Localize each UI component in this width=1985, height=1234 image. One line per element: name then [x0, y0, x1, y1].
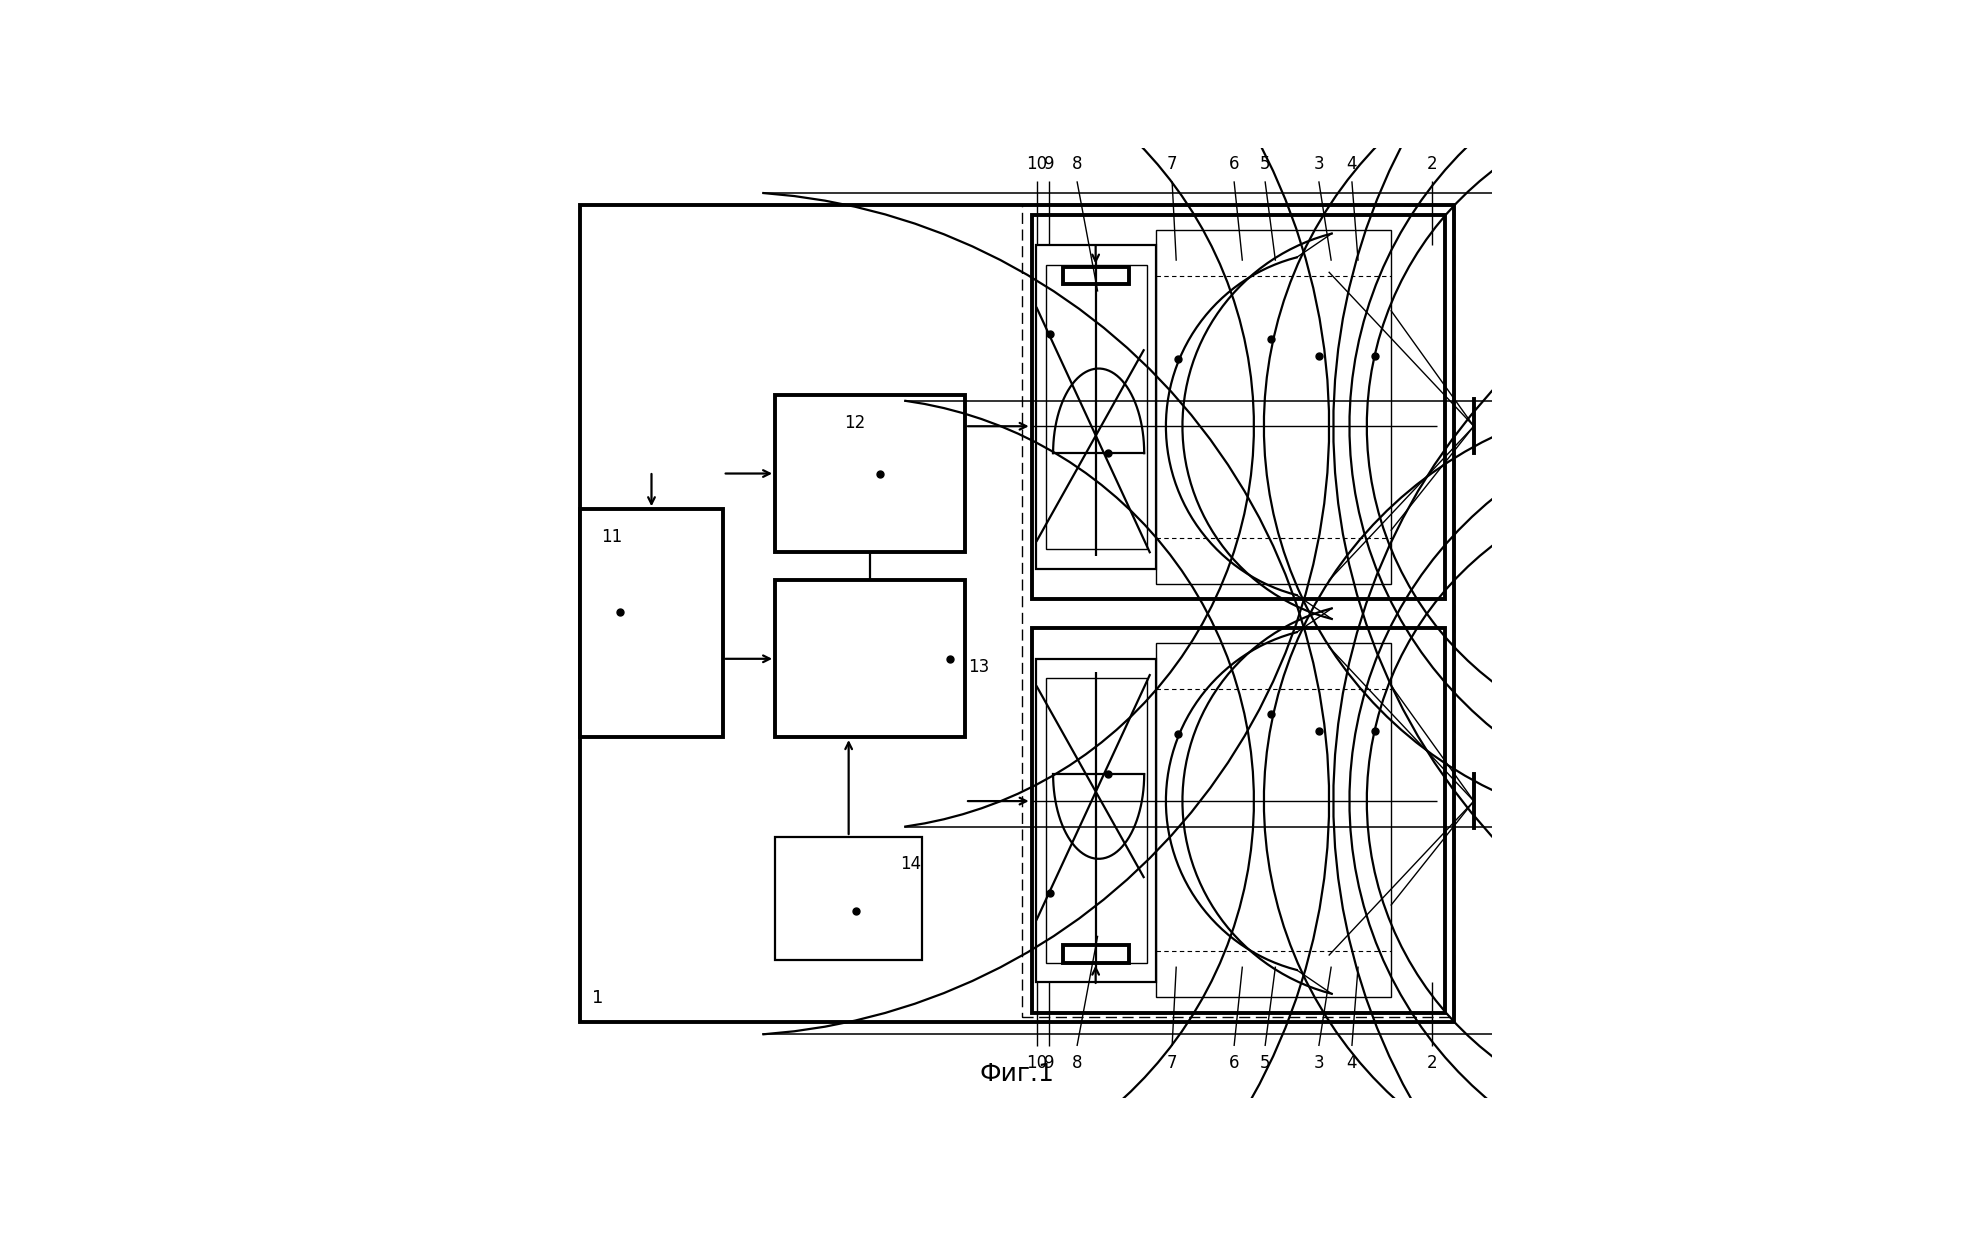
Text: 8: 8: [1072, 1054, 1082, 1072]
Bar: [1046, 679, 1147, 963]
Text: 2: 2: [1427, 155, 1437, 173]
Text: 6: 6: [1229, 1054, 1239, 1072]
Text: 14: 14: [899, 855, 921, 874]
Bar: [774, 395, 965, 552]
Bar: [1032, 628, 1445, 1013]
Bar: [1032, 215, 1445, 600]
Bar: [1155, 230, 1391, 584]
Text: 7: 7: [1167, 155, 1177, 173]
Text: 10: 10: [1026, 155, 1048, 173]
Text: Фиг.1: Фиг.1: [981, 1061, 1054, 1086]
Text: 2: 2: [1427, 1054, 1437, 1072]
Bar: [1036, 246, 1155, 569]
Text: 10: 10: [1026, 1054, 1048, 1072]
Bar: [1062, 267, 1129, 284]
Bar: [1062, 945, 1129, 963]
Bar: [774, 580, 965, 737]
Text: 9: 9: [1044, 1054, 1054, 1072]
Text: 4: 4: [1346, 1054, 1358, 1072]
Text: 4: 4: [1346, 155, 1358, 173]
Text: 8: 8: [1072, 155, 1082, 173]
Text: 7: 7: [1167, 1054, 1177, 1072]
Bar: [580, 205, 1455, 1022]
Text: 5: 5: [1260, 1054, 1270, 1072]
Bar: [1155, 643, 1391, 997]
Text: 5: 5: [1260, 155, 1270, 173]
Text: 12: 12: [844, 415, 865, 432]
Text: 6: 6: [1229, 155, 1239, 173]
Text: 3: 3: [1314, 1054, 1324, 1072]
Bar: [1022, 205, 1455, 1018]
Bar: [1046, 265, 1147, 549]
Text: 11: 11: [601, 527, 621, 545]
Text: 13: 13: [969, 658, 989, 676]
Text: 1: 1: [592, 990, 603, 1007]
Bar: [774, 837, 923, 960]
Text: 9: 9: [1044, 155, 1054, 173]
Bar: [580, 510, 723, 737]
Bar: [1036, 659, 1155, 982]
Text: 3: 3: [1314, 155, 1324, 173]
